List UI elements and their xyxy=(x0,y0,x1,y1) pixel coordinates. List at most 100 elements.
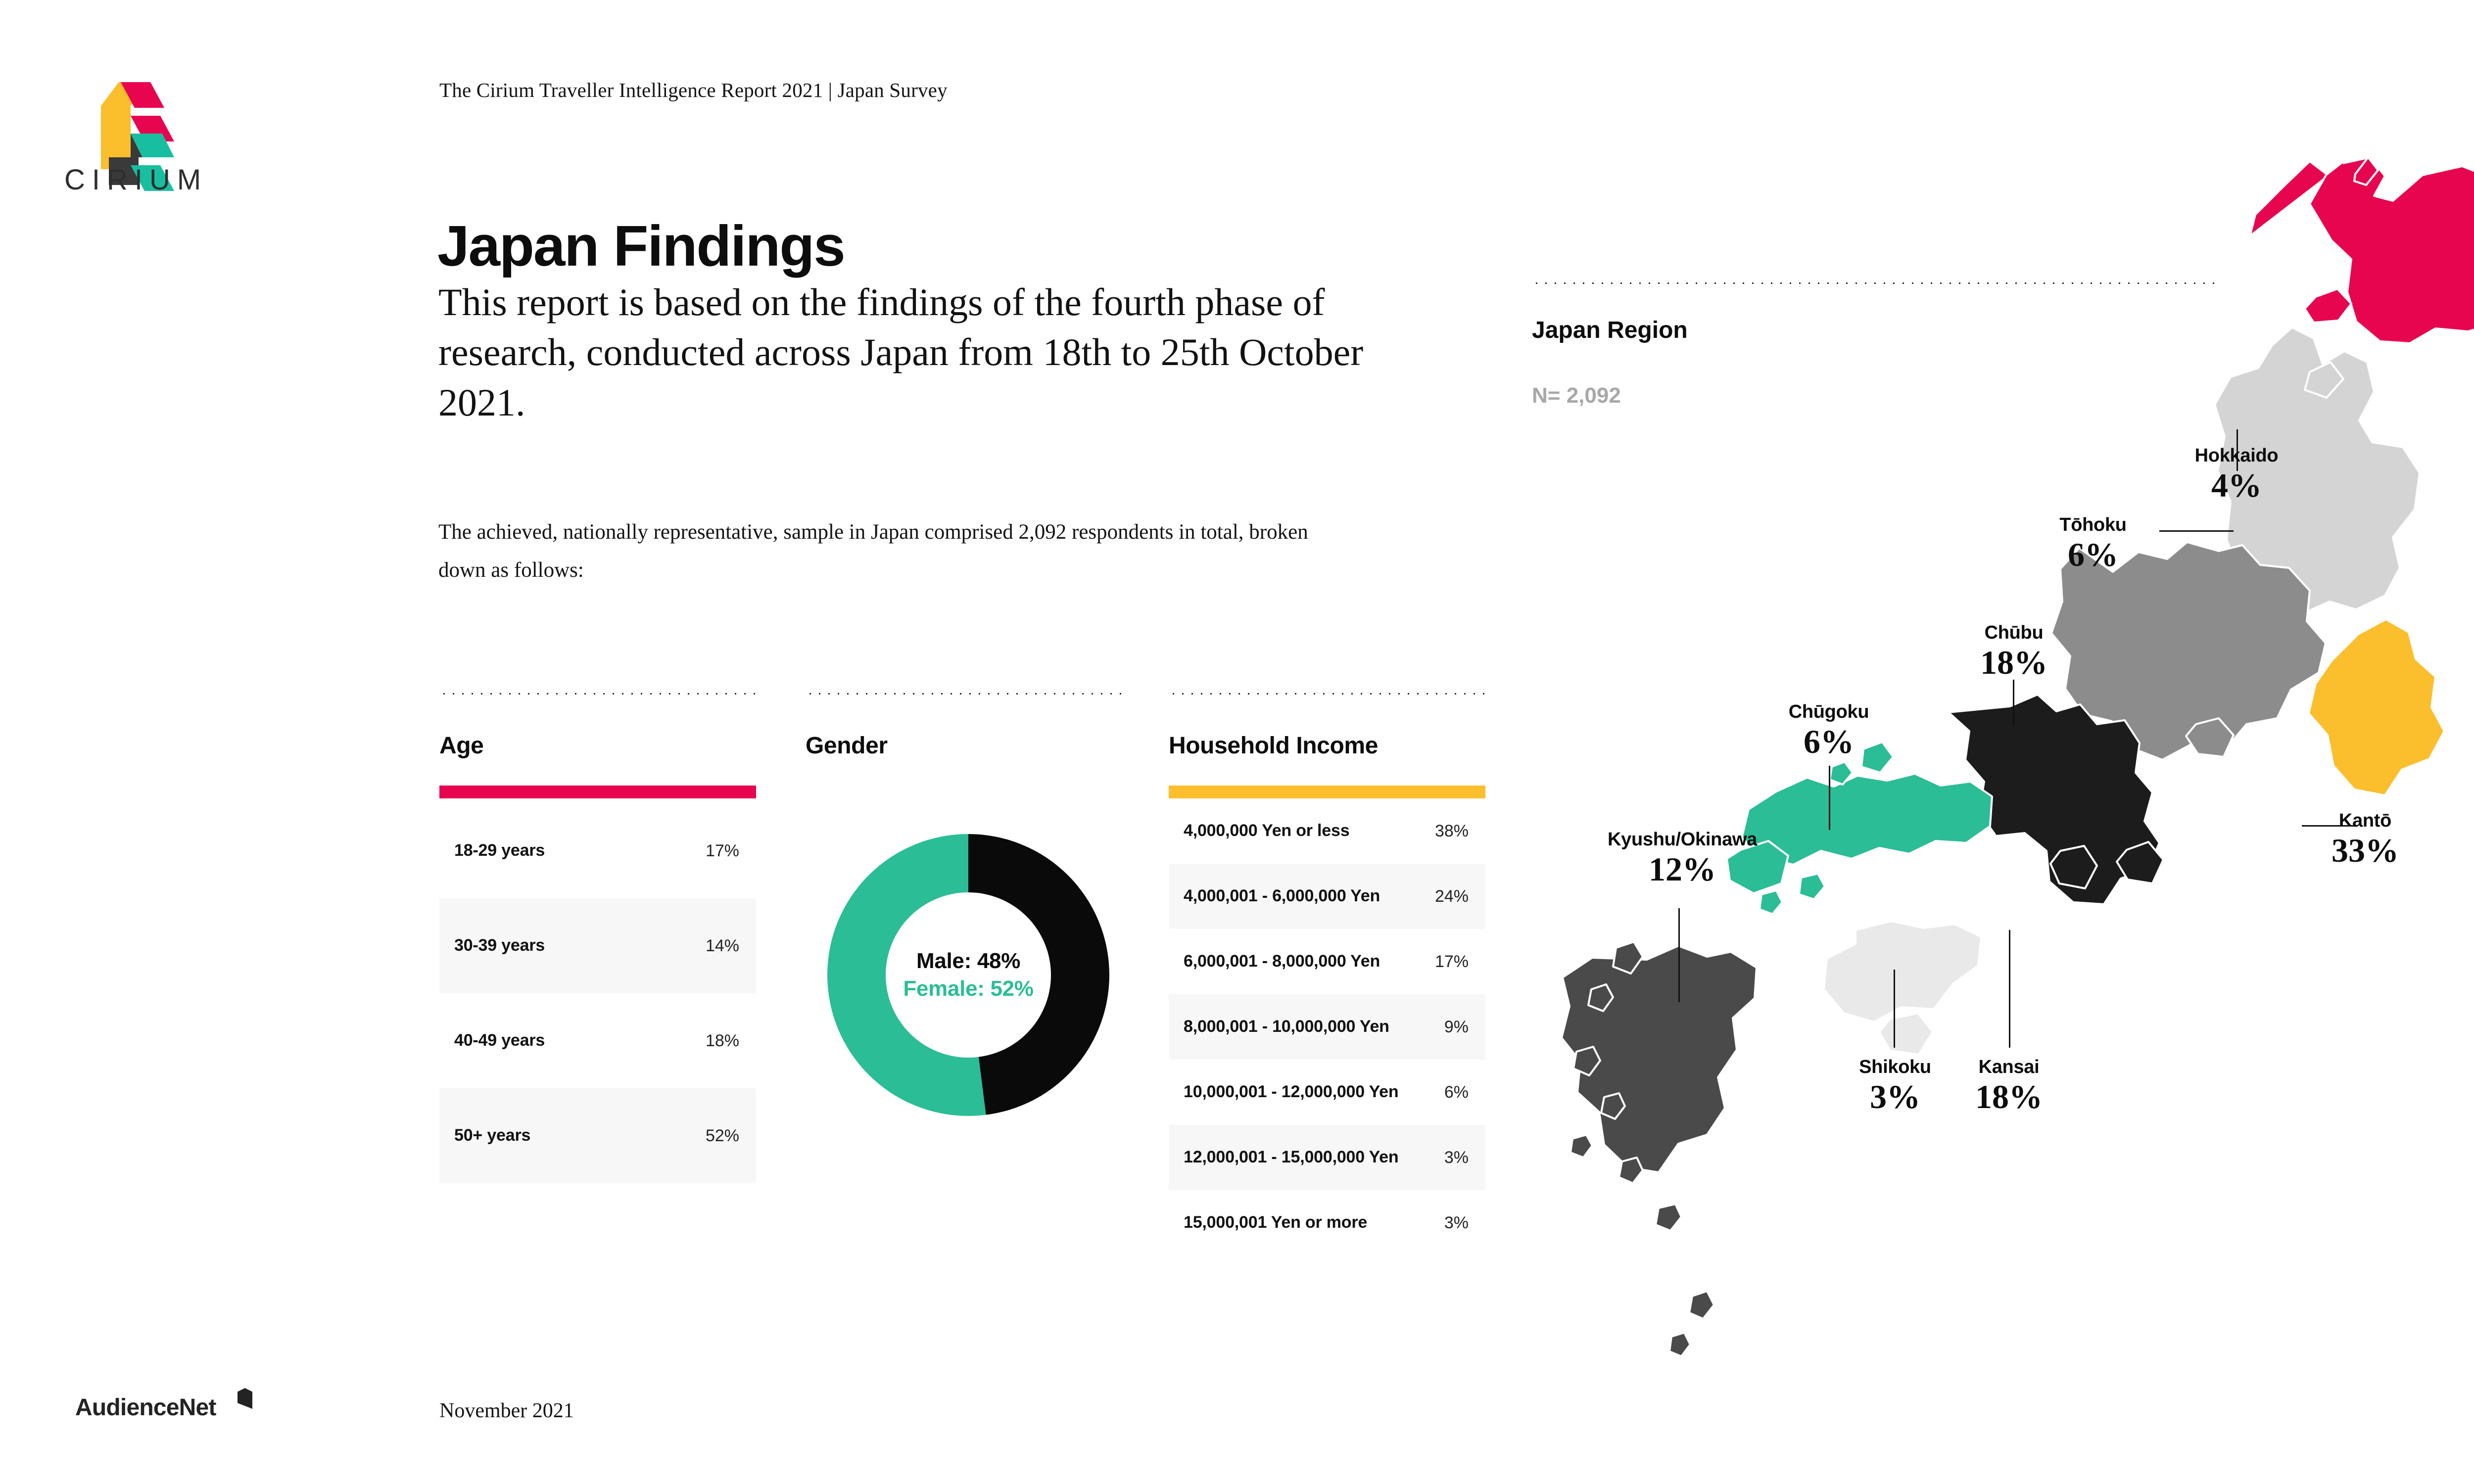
map-label-tohoku-name: Tōhoku xyxy=(2059,514,2127,535)
map-label-kansai-value: 18% xyxy=(1975,1078,2043,1115)
table-row: 6,000,001 - 8,000,000 Yen 17% xyxy=(1169,929,1485,994)
leader-line-chugoku xyxy=(1829,766,1830,830)
map-label-kyushu-okinawa: Kyushu/Okinawa 12% xyxy=(1583,829,1781,887)
report-eyebrow: The Cirium Traveller Intelligence Report… xyxy=(439,79,948,101)
map-region-chugoku[interactable] xyxy=(1726,741,1993,915)
leader-line-kyushu xyxy=(1678,908,1680,1002)
table-row: 15,000,001 Yen or more 3% xyxy=(1169,1190,1485,1255)
cirium-logo xyxy=(101,82,174,191)
income-row-label: 8,000,001 - 10,000,000 Yen xyxy=(1184,1017,1389,1036)
age-row-label: 50+ years xyxy=(454,1126,531,1145)
map-label-chugoku-value: 6% xyxy=(1804,723,1854,760)
map-label-kyushu-value: 12% xyxy=(1649,850,1716,888)
leader-line-tohoku xyxy=(2159,530,2234,532)
income-row-label: 6,000,001 - 8,000,000 Yen xyxy=(1184,952,1380,971)
table-row: 12,000,001 - 15,000,000 Yen 3% xyxy=(1169,1125,1485,1190)
male-label: Male: 48% xyxy=(916,949,1021,973)
age-row-value: 14% xyxy=(705,936,739,955)
japan-region-map xyxy=(1561,156,2474,1357)
leader-line-kanto xyxy=(2302,825,2357,827)
map-region-chubu[interactable] xyxy=(2050,541,2327,761)
map-label-shikoku: Shikoku 3% xyxy=(1826,1057,1964,1114)
table-row: 50+ years 52% xyxy=(439,1088,756,1183)
map-label-chubu-value: 18% xyxy=(1980,644,2047,681)
table-row: 4,000,001 - 6,000,000 Yen 24% xyxy=(1169,864,1485,929)
leader-line-hokkaido xyxy=(2236,429,2238,471)
map-region-kyushu-okinawa[interactable] xyxy=(1561,941,1758,1357)
map-label-kansai-name: Kansai xyxy=(1978,1057,2040,1077)
income-row-value: 38% xyxy=(1434,821,1469,840)
map-label-chugoku: Chūgoku 6% xyxy=(1760,701,1898,759)
map-label-kanto-value: 33% xyxy=(2331,832,2399,869)
income-panel-rule xyxy=(1169,693,1485,695)
income-panel-title: Household Income xyxy=(1169,733,1378,759)
table-row: 18-29 years 17% xyxy=(439,803,756,898)
female-label: Female: 52% xyxy=(903,976,1034,1001)
page-title: Japan Findings xyxy=(437,213,846,278)
leader-line-kansai xyxy=(2009,930,2010,1048)
income-row-label: 4,000,000 Yen or less xyxy=(1184,821,1350,840)
age-row-value: 17% xyxy=(705,841,739,860)
income-row-value: 6% xyxy=(1444,1082,1469,1102)
leader-line-shikoku xyxy=(1894,970,1895,1048)
gender-donut-chart: Male: 48% Female: 52% xyxy=(827,834,1109,1116)
table-row: 40-49 years 18% xyxy=(439,993,756,1088)
cirium-wordmark: CIRIUM xyxy=(64,164,208,196)
age-panel-title: Age xyxy=(439,733,484,759)
map-label-hokkaido-name: Hokkaido xyxy=(2194,445,2279,466)
map-label-chubu-name: Chūbu xyxy=(1984,622,2044,643)
age-row-label: 40-49 years xyxy=(454,1031,545,1050)
map-label-hokkaido: Hokkaido 4% xyxy=(2128,445,2345,503)
leader-line-chubu xyxy=(2013,680,2014,725)
map-region-hokkaido[interactable] xyxy=(2249,156,2474,344)
age-table: 18-29 years 17% 30-39 years 14% 40-49 years 1… xyxy=(439,803,756,1183)
income-row-value: 17% xyxy=(1434,952,1469,971)
donut-hole xyxy=(886,892,1051,1058)
map-region-kansai[interactable] xyxy=(1948,694,2164,905)
map-panel-title: Japan Region xyxy=(1532,317,1688,343)
income-row-label: 10,000,001 - 12,000,000 Yen xyxy=(1184,1082,1399,1102)
income-row-value: 24% xyxy=(1434,886,1469,906)
age-accent-bar xyxy=(439,786,756,798)
map-label-kansai: Kansai 18% xyxy=(1940,1057,2078,1114)
table-row: 10,000,001 - 12,000,000 Yen 6% xyxy=(1169,1060,1485,1125)
income-row-label: 15,000,001 Yen or more xyxy=(1184,1213,1368,1232)
map-region-tohoku[interactable] xyxy=(2214,326,2421,617)
age-row-value: 52% xyxy=(705,1126,739,1145)
gender-panel-rule xyxy=(806,693,1122,695)
map-label-shikoku-value: 3% xyxy=(1870,1078,1920,1115)
income-accent-bar xyxy=(1169,786,1485,798)
map-region-shikoku[interactable] xyxy=(1823,920,1982,1056)
map-label-shikoku-name: Shikoku xyxy=(1859,1057,1931,1077)
table-row: 4,000,000 Yen or less 38% xyxy=(1169,798,1485,864)
audiencenet-logo: AudienceNet xyxy=(75,1394,216,1421)
age-row-label: 18-29 years xyxy=(454,841,545,860)
map-label-chugoku-name: Chūgoku xyxy=(1788,701,1869,722)
map-label-chubu: Chūbu 18% xyxy=(1945,622,2083,680)
age-row-value: 18% xyxy=(705,1031,739,1050)
map-label-kyushu-name: Kyushu/Okinawa xyxy=(1608,829,1757,850)
income-row-value: 3% xyxy=(1444,1148,1469,1167)
donut-center-labels: Male: 48% Female: 52% xyxy=(827,949,1109,1001)
audiencenet-mark-icon xyxy=(238,1388,252,1409)
lead-paragraph: This report is based on the findings of … xyxy=(438,280,1364,424)
income-row-label: 4,000,001 - 6,000,000 Yen xyxy=(1184,886,1380,906)
gender-panel-title: Gender xyxy=(806,733,888,759)
income-row-value: 9% xyxy=(1444,1017,1469,1036)
income-row-label: 12,000,001 - 15,000,000 Yen xyxy=(1184,1148,1399,1167)
map-region-kanto[interactable] xyxy=(2308,618,2445,796)
map-sample-size: N= 2,092 xyxy=(1532,383,1621,408)
income-row-value: 3% xyxy=(1444,1213,1469,1232)
map-label-tohoku-value: 6% xyxy=(2068,536,2118,573)
age-panel-rule xyxy=(439,693,756,695)
body-paragraph: The achieved, nationally representative,… xyxy=(438,520,1308,582)
map-label-hokkaido-value: 4% xyxy=(2211,466,2262,504)
table-row: 30-39 years 14% xyxy=(439,898,756,993)
footer-date: November 2021 xyxy=(439,1399,574,1422)
map-label-tohoku: Tōhoku 6% xyxy=(2024,514,2162,572)
map-label-kanto: Kantō 33% xyxy=(2296,810,2434,868)
table-row: 8,000,001 - 10,000,000 Yen 9% xyxy=(1169,994,1485,1060)
income-table: 4,000,000 Yen or less 38% 4,000,001 - 6,00… xyxy=(1169,798,1485,1255)
map-label-kanto-name: Kantō xyxy=(2338,810,2392,831)
map-panel-rule xyxy=(1532,282,2215,284)
